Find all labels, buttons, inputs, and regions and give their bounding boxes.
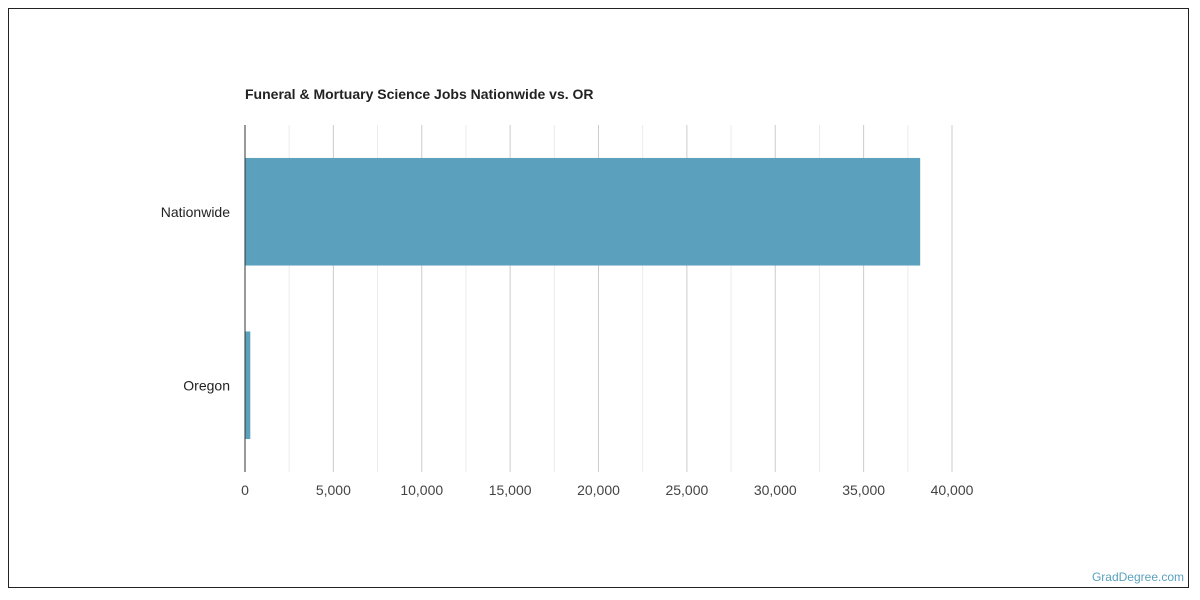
x-tick-label: 25,000 [665, 482, 708, 498]
bar-oregon [245, 331, 251, 440]
watermark: GradDegree.com [1091, 570, 1184, 584]
x-tick-label: 30,000 [754, 482, 797, 498]
x-tick-label: 20,000 [577, 482, 620, 498]
x-tick-label: 40,000 [931, 482, 974, 498]
x-tick-label: 15,000 [489, 482, 532, 498]
bar-nationwide [245, 157, 921, 266]
category-label: Nationwide [161, 204, 230, 220]
x-tick-label: 10,000 [400, 482, 443, 498]
x-tick-label: 5,000 [316, 482, 351, 498]
x-tick-label: 35,000 [842, 482, 885, 498]
bars [245, 157, 921, 440]
category-label: Oregon [183, 377, 230, 393]
x-tick-label: 0 [241, 482, 249, 498]
labels: Nationwide Oregon 0 5,000 10,000 15,000 20,000… [161, 204, 974, 498]
chart-title: Funeral & Mortuary Science Jobs Nationwi… [245, 86, 594, 102]
